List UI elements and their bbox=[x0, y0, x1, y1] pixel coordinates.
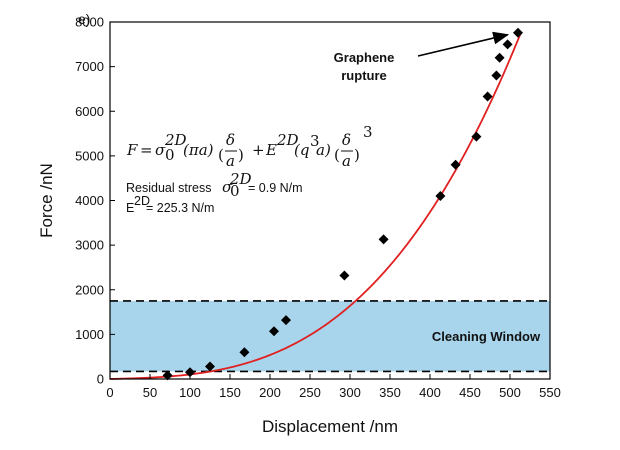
modulus-sup: 2D bbox=[134, 194, 150, 208]
eq-cube: 3 bbox=[363, 123, 373, 141]
panel-label: e) bbox=[78, 11, 90, 27]
x-tick-label: 300 bbox=[339, 385, 361, 400]
eq-plus: + bbox=[252, 141, 265, 159]
eq-equals: = bbox=[140, 141, 153, 159]
x-tick-label: 500 bbox=[499, 385, 521, 400]
y-axis-ticks: 0 1000 2000 3000 4000 5000 6000 7000 8000 bbox=[75, 15, 115, 387]
x-tick-label: 200 bbox=[259, 385, 281, 400]
x-tick-label: 50 bbox=[143, 385, 157, 400]
data-point bbox=[205, 361, 215, 372]
data-point bbox=[281, 315, 291, 326]
cleaning-window-label: Cleaning Window bbox=[432, 329, 541, 344]
eq-E-sup: 2D bbox=[276, 131, 299, 149]
y-tick-label: 8000 bbox=[75, 15, 104, 30]
fit-curve bbox=[109, 31, 523, 380]
residual-sigma-sup: 2D bbox=[229, 170, 252, 188]
x-tick-label: 450 bbox=[459, 385, 481, 400]
modulus-symbol: E bbox=[126, 201, 134, 215]
residual-stress-value: = 0.9 N/m bbox=[248, 181, 303, 195]
data-point bbox=[378, 234, 389, 245]
data-point bbox=[269, 326, 279, 337]
data-points bbox=[162, 27, 523, 381]
data-point bbox=[339, 270, 350, 281]
y-tick-label: 4000 bbox=[75, 193, 104, 208]
eq-delta-2: δ bbox=[342, 131, 351, 149]
x-tick-label: 0 bbox=[106, 385, 113, 400]
y-tick-label: 1000 bbox=[75, 327, 104, 342]
eq-denom-1: a bbox=[226, 152, 235, 170]
y-tick-label: 6000 bbox=[75, 104, 104, 119]
x-tick-label: 350 bbox=[379, 385, 401, 400]
x-axis-title: Displacement /nm bbox=[262, 417, 398, 436]
y-tick-label: 5000 bbox=[75, 148, 104, 163]
eq-E: E bbox=[265, 141, 277, 159]
modulus-value: = 225.3 N/m bbox=[146, 201, 214, 215]
data-point bbox=[162, 370, 173, 381]
x-tick-label: 250 bbox=[299, 385, 321, 400]
eq-pi-term: (πa) bbox=[183, 141, 214, 159]
eq-paren-open-2: ( bbox=[334, 146, 340, 164]
eq-lhs: F bbox=[126, 141, 138, 159]
data-point bbox=[494, 52, 505, 63]
data-point bbox=[491, 70, 502, 81]
data-point bbox=[471, 131, 482, 142]
x-tick-label: 100 bbox=[179, 385, 201, 400]
eq-paren-close-2: ) bbox=[354, 146, 360, 164]
eq-paren-open-1: ( bbox=[218, 146, 224, 164]
y-tick-label: 3000 bbox=[75, 238, 104, 253]
eq-sigma: σ bbox=[155, 141, 166, 159]
cleaning-window-band: Cleaning Window bbox=[110, 300, 550, 373]
data-point bbox=[502, 39, 513, 50]
x-tick-label: 550 bbox=[539, 385, 561, 400]
eq-paren-close-1: ) bbox=[238, 146, 244, 164]
y-axis-title: Force /nN bbox=[37, 163, 56, 238]
cleaning-window-fill bbox=[110, 300, 550, 372]
y-tick-label: 7000 bbox=[75, 59, 104, 74]
data-point bbox=[513, 27, 523, 38]
equation: F = σ 2D 0 (πa) ( δ a ) + E 2D (q 3 a) (… bbox=[126, 123, 373, 170]
residual-sigma-sub: 0 bbox=[230, 182, 240, 200]
x-tick-label: 400 bbox=[419, 385, 441, 400]
data-point bbox=[435, 191, 446, 202]
y-tick-label: 2000 bbox=[75, 282, 104, 297]
eq-q-sup: 3 bbox=[310, 132, 320, 150]
residual-sigma: σ bbox=[222, 178, 233, 196]
eq-delta-1: δ bbox=[226, 131, 235, 149]
eq-q-close: a) bbox=[316, 141, 331, 159]
rupture-annotation: Graphene rupture bbox=[334, 31, 510, 83]
eq-denom-2: a bbox=[342, 152, 351, 170]
annotation-arrow bbox=[417, 31, 510, 57]
data-point bbox=[239, 347, 250, 358]
y-tick-label: 0 bbox=[97, 372, 104, 387]
eq-sigma-sup: 2D bbox=[164, 131, 187, 149]
eq-sigma-sub: 0 bbox=[165, 146, 175, 164]
parameters: Residual stress σ 2D 0 = 0.9 N/m E 2D = … bbox=[126, 170, 303, 215]
residual-stress-text: Residual stress bbox=[126, 181, 211, 195]
annotation-line-1: Graphene bbox=[334, 50, 395, 65]
x-axis-ticks: 0 50 100 150 200 250 300 350 400 450 500 550 bbox=[106, 374, 561, 400]
data-point bbox=[185, 367, 195, 378]
x-tick-label: 150 bbox=[219, 385, 241, 400]
annotation-line-2: rupture bbox=[341, 68, 387, 83]
data-point bbox=[450, 159, 461, 170]
data-point bbox=[482, 91, 493, 102]
eq-q-open: (q bbox=[294, 141, 309, 159]
